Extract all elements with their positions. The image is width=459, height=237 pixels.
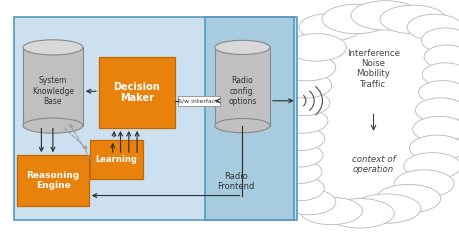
Ellipse shape — [375, 184, 440, 213]
Ellipse shape — [23, 40, 83, 55]
Ellipse shape — [275, 127, 324, 150]
Polygon shape — [296, 7, 457, 223]
Ellipse shape — [274, 160, 321, 184]
FancyBboxPatch shape — [17, 155, 89, 206]
Ellipse shape — [277, 91, 329, 116]
Ellipse shape — [379, 5, 445, 34]
Ellipse shape — [282, 189, 335, 215]
FancyBboxPatch shape — [90, 140, 142, 179]
Ellipse shape — [214, 40, 269, 55]
Ellipse shape — [273, 176, 324, 201]
Ellipse shape — [409, 135, 459, 161]
Ellipse shape — [299, 197, 362, 225]
Polygon shape — [23, 47, 83, 126]
Ellipse shape — [420, 28, 459, 53]
FancyBboxPatch shape — [204, 17, 294, 220]
Ellipse shape — [274, 143, 322, 167]
FancyBboxPatch shape — [99, 57, 174, 128]
Text: Radio
config.
options: Radio config. options — [228, 76, 256, 106]
Ellipse shape — [423, 45, 459, 69]
Ellipse shape — [418, 81, 459, 104]
Text: Learning: Learning — [95, 155, 137, 164]
Text: context of
operation: context of operation — [351, 155, 394, 174]
Ellipse shape — [278, 73, 331, 98]
Ellipse shape — [393, 170, 453, 197]
Text: S/w interface: S/w interface — [178, 98, 219, 104]
Ellipse shape — [23, 118, 83, 133]
Ellipse shape — [421, 63, 459, 87]
Ellipse shape — [325, 199, 393, 228]
Ellipse shape — [298, 14, 361, 41]
Text: Decision
Maker: Decision Maker — [113, 82, 160, 103]
FancyBboxPatch shape — [177, 96, 219, 106]
Ellipse shape — [214, 118, 269, 133]
Ellipse shape — [278, 54, 335, 81]
FancyBboxPatch shape — [14, 17, 296, 220]
Ellipse shape — [403, 153, 459, 179]
Ellipse shape — [277, 109, 327, 133]
Ellipse shape — [351, 194, 420, 223]
Ellipse shape — [321, 4, 390, 34]
Ellipse shape — [412, 116, 459, 142]
Ellipse shape — [406, 14, 459, 40]
Text: Radio
Frontend: Radio Frontend — [216, 172, 254, 191]
Ellipse shape — [414, 98, 459, 123]
Text: Reasoning
Engine: Reasoning Engine — [27, 171, 79, 190]
Text: System
Knowledge
Base: System Knowledge Base — [32, 76, 74, 106]
Ellipse shape — [286, 34, 346, 61]
Text: Interference
Noise
Mobility
Traffic: Interference Noise Mobility Traffic — [346, 49, 399, 89]
Polygon shape — [214, 47, 269, 126]
Ellipse shape — [350, 1, 419, 30]
